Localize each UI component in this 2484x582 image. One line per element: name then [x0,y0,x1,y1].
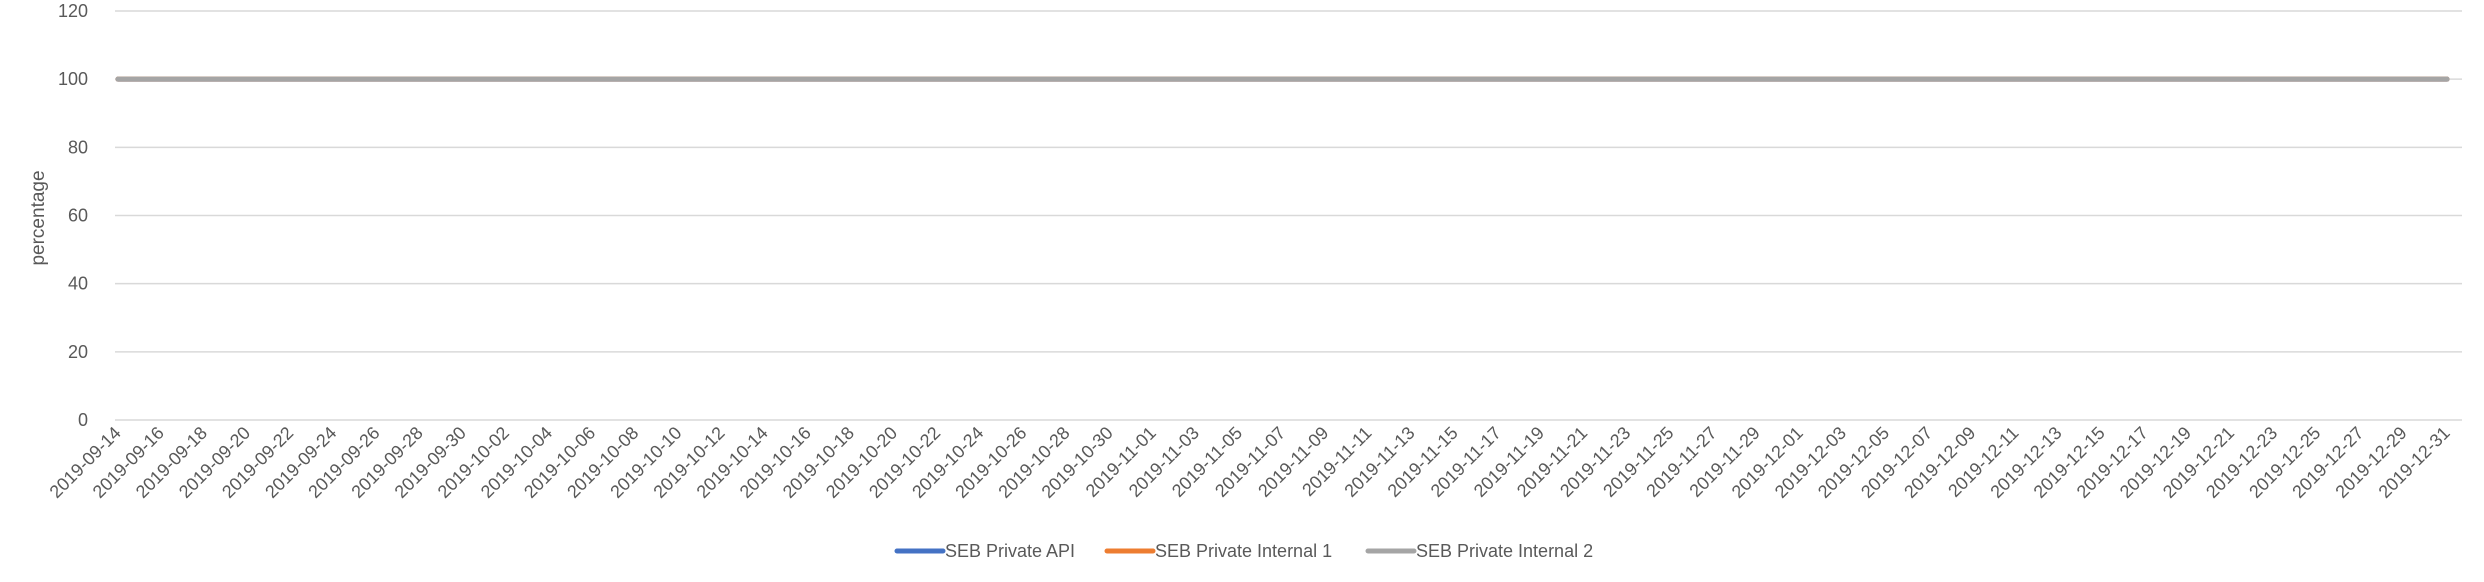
y-tick-label: 20 [68,342,88,362]
y-tick-label: 80 [68,137,88,157]
legend-label: SEB Private API [945,541,1075,561]
legend-label: SEB Private Internal 1 [1155,541,1332,561]
legend-label: SEB Private Internal 2 [1416,541,1593,561]
y-tick-label: 40 [68,274,88,294]
x-axis-tick-labels: 2019-09-142019-09-162019-09-182019-09-20… [46,423,2454,502]
legend: SEB Private API SEB Private Internal 1 SEB… [894,541,1593,561]
y-tick-label: 60 [68,206,88,226]
y-tick-label: 0 [78,410,88,430]
y-axis-tick-labels: 0 20 40 60 80 100 120 [58,1,88,430]
gridlines [115,10,2462,421]
y-tick-label: 120 [58,1,88,21]
y-axis-label: percentage [28,170,49,265]
y-tick-label: 100 [58,69,88,89]
